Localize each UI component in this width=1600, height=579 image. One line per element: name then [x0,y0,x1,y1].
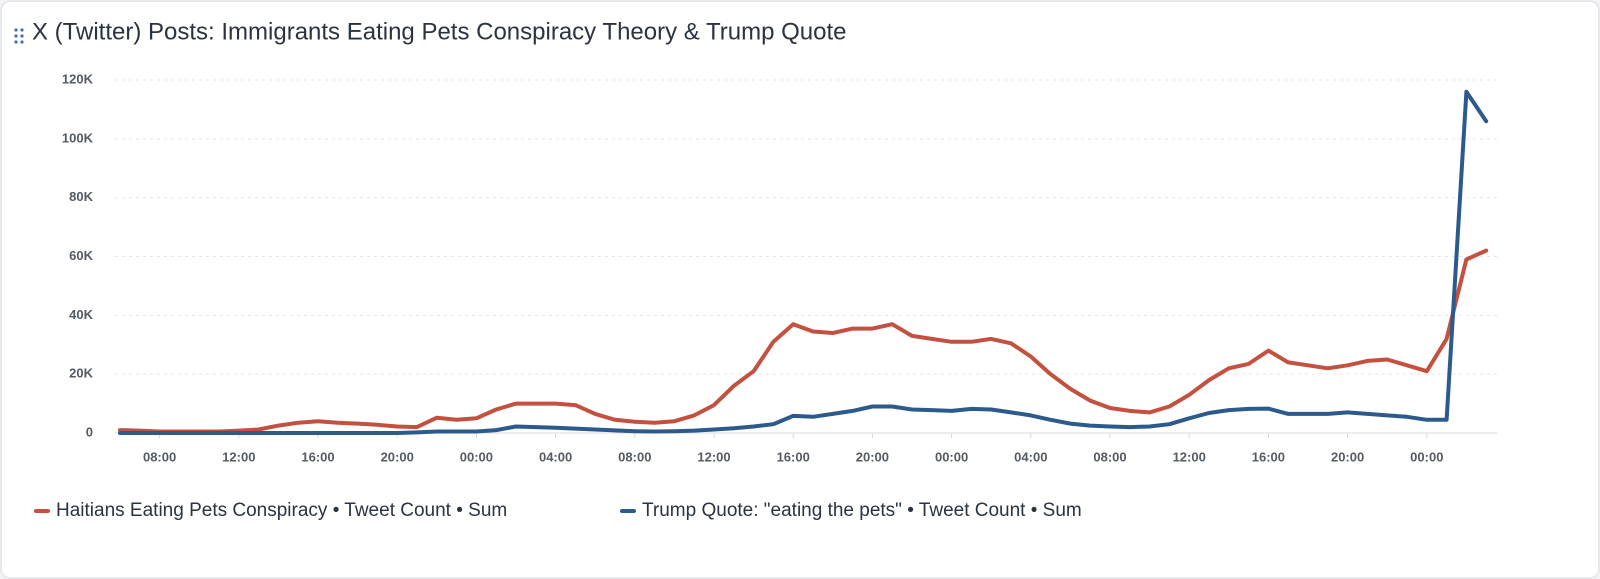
x-tick-label: 00:00 [460,449,493,464]
series-line [118,248,1489,434]
y-tick-label: 20K [69,366,93,381]
x-tick-label: 12:00 [1173,449,1206,464]
x-tick-label: 20:00 [856,449,889,464]
chart-title: X (Twitter) Posts: Immigrants Eating Pet… [32,18,847,45]
x-tick-label: 04:00 [539,449,572,464]
x-tick-label: 16:00 [777,449,810,464]
series-line [118,89,1489,435]
y-tick-label: 100K [62,130,94,145]
x-tick-label: 20:00 [1331,449,1364,464]
x-tick-label: 08:00 [1093,449,1126,464]
legend-label: Haitians Eating Pets Conspiracy • Tweet … [56,500,507,521]
x-tick-label: 12:00 [222,449,255,464]
x-tick-label: 00:00 [935,449,968,464]
x-tick-label: 00:00 [1410,449,1443,464]
y-tick-label: 120K [62,71,94,86]
y-tick-label: 0 [86,424,93,439]
x-tick-label: 16:00 [301,449,334,464]
y-tick-label: 80K [69,189,93,204]
y-tick-label: 40K [69,307,93,322]
drag-handle [14,28,24,44]
x-tick-label: 12:00 [697,449,730,464]
x-tick-label: 04:00 [1014,449,1047,464]
x-tick-label: 08:00 [618,449,651,464]
x-tick-label: 20:00 [381,449,414,464]
legend-label: Trump Quote: "eating the pets" • Tweet C… [642,500,1082,521]
y-tick-label: 60K [69,248,93,263]
x-tick-label: 08:00 [143,449,176,464]
x-tick-label: 16:00 [1252,449,1285,464]
